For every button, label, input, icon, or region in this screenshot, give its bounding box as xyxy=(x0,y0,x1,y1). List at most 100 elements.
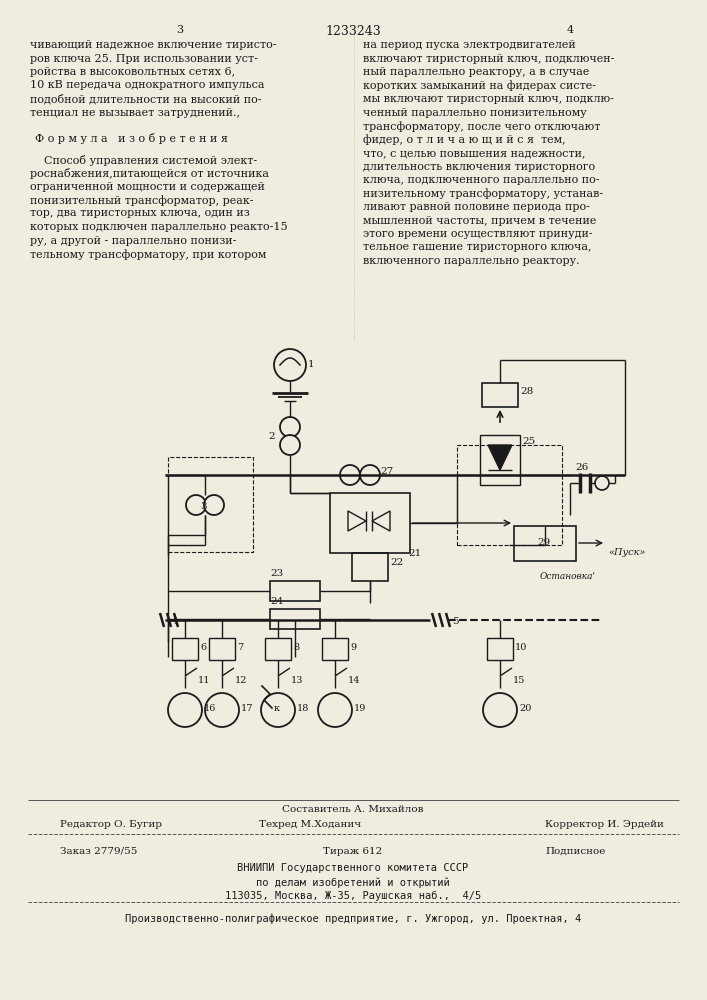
Bar xyxy=(168,457,253,552)
Text: Подписное: Подписное xyxy=(545,847,605,856)
Text: роснабжения,питающейся от источника: роснабжения,питающейся от источника xyxy=(30,168,269,179)
Circle shape xyxy=(204,495,224,515)
Bar xyxy=(482,383,518,407)
Text: Заказ 2779/55: Заказ 2779/55 xyxy=(60,847,137,856)
Circle shape xyxy=(168,693,202,727)
Text: 7: 7 xyxy=(237,643,243,652)
Text: 18: 18 xyxy=(297,704,310,713)
Text: 4: 4 xyxy=(566,25,573,35)
Circle shape xyxy=(360,465,380,485)
Text: ру, а другой - параллельно понизи-: ру, а другой - параллельно понизи- xyxy=(30,235,236,245)
Text: 17: 17 xyxy=(241,704,254,713)
Bar xyxy=(265,638,291,660)
Text: коротких замыканий на фидерах систе-: коротких замыканий на фидерах систе- xyxy=(363,81,596,91)
Text: длительность включения тиристорного: длительность включения тиристорного xyxy=(363,161,595,172)
Text: подобной длительности на высокий по-: подобной длительности на высокий по- xyxy=(30,94,262,105)
Text: 4: 4 xyxy=(172,617,179,626)
Text: на период пуска электродвигателей: на период пуска электродвигателей xyxy=(363,40,575,50)
Bar xyxy=(457,445,562,545)
Text: 23: 23 xyxy=(270,569,284,578)
Text: 8: 8 xyxy=(293,643,299,652)
Bar xyxy=(480,435,520,485)
Polygon shape xyxy=(488,445,512,470)
Text: Ф о р м у л а   и з о б р е т е н и я: Ф о р м у л а и з о б р е т е н и я xyxy=(35,133,228,144)
Text: 10: 10 xyxy=(515,643,527,652)
Text: 12: 12 xyxy=(235,676,247,685)
Text: мы включают тиристорный ключ, подклю-: мы включают тиристорный ключ, подклю- xyxy=(363,94,614,104)
Text: 13: 13 xyxy=(291,676,303,685)
Text: этого времени осуществляют принуди-: этого времени осуществляют принуди- xyxy=(363,229,592,239)
Text: Производственно-полиграфическое предприятие, г. Ужгород, ул. Проектная, 4: Производственно-полиграфическое предприя… xyxy=(125,914,581,924)
Text: ключа, подключенного параллельно по-: ключа, подключенного параллельно по- xyxy=(363,175,600,185)
Text: включенного параллельно реактору.: включенного параллельно реактору. xyxy=(363,256,580,266)
Text: Корректор И. Эрдейи: Корректор И. Эрдейи xyxy=(545,820,664,829)
Text: 29: 29 xyxy=(537,538,550,547)
Text: 113035, Москва, Ж-35, Раушская наб.,  4/5: 113035, Москва, Ж-35, Раушская наб., 4/5 xyxy=(225,891,481,901)
Circle shape xyxy=(318,693,352,727)
Text: ченный параллельно понизительному: ченный параллельно понизительному xyxy=(363,107,587,117)
Text: к: к xyxy=(274,704,280,713)
Text: 27: 27 xyxy=(380,467,393,476)
Text: 11: 11 xyxy=(198,676,211,685)
Bar xyxy=(322,638,348,660)
Text: 26: 26 xyxy=(575,463,588,472)
Text: 14: 14 xyxy=(348,676,361,685)
Circle shape xyxy=(274,349,306,381)
Text: что, с целью повышения надежности,: что, с целью повышения надежности, xyxy=(363,148,585,158)
Text: 9: 9 xyxy=(350,643,356,652)
Circle shape xyxy=(280,417,300,437)
Bar xyxy=(270,609,320,629)
Text: тельному трансформатору, при котором: тельному трансформатору, при котором xyxy=(30,249,267,260)
Circle shape xyxy=(483,693,517,727)
Text: тельное гашение тиристорного ключа,: тельное гашение тиристорного ключа, xyxy=(363,242,592,252)
Text: тенциал не вызывает затруднений.,: тенциал не вызывает затруднений., xyxy=(30,107,240,117)
Text: включают тиристорный ключ, подключен-: включают тиристорный ключ, подключен- xyxy=(363,53,614,64)
Text: 1233243: 1233243 xyxy=(325,25,381,38)
Text: низительному трансформатору, устанав-: низительному трансформатору, устанав- xyxy=(363,188,603,199)
Text: 22: 22 xyxy=(390,558,403,567)
Bar xyxy=(172,638,198,660)
Text: ливают равной половине периода про-: ливают равной половине периода про- xyxy=(363,202,590,212)
Bar xyxy=(270,581,320,601)
Text: мышленной частоты, причем в течение: мышленной частоты, причем в течение xyxy=(363,216,597,226)
Text: ройства в высоковольтных сетях 6,: ройства в высоковольтных сетях 6, xyxy=(30,67,235,77)
Text: ный параллельно реактору, а в случае: ный параллельно реактору, а в случае xyxy=(363,67,590,77)
Text: «Пуск»: «Пуск» xyxy=(608,548,645,557)
Text: чивающий надежное включение тиристо-: чивающий надежное включение тиристо- xyxy=(30,40,276,50)
Text: 19: 19 xyxy=(354,704,366,713)
Text: фидер, о т л и ч а ю щ и й с я  тем,: фидер, о т л и ч а ю щ и й с я тем, xyxy=(363,134,566,145)
Text: по делам изобретений и открытий: по делам изобретений и открытий xyxy=(256,877,450,888)
Circle shape xyxy=(261,693,295,727)
Text: тор, два тиристорных ключа, один из: тор, два тиристорных ключа, один из xyxy=(30,209,250,219)
Text: Способ управления системой элект-: Способ управления системой элект- xyxy=(30,154,257,165)
Text: понизительный трансформатор, реак-: понизительный трансформатор, реак- xyxy=(30,195,254,206)
Text: 1: 1 xyxy=(308,360,315,369)
Text: 3: 3 xyxy=(177,25,184,35)
Circle shape xyxy=(340,465,360,485)
Circle shape xyxy=(280,435,300,455)
Text: ВНИИПИ Государственного комитета СССР: ВНИИПИ Государственного комитета СССР xyxy=(238,863,469,873)
Text: 2: 2 xyxy=(268,432,274,441)
Text: 20: 20 xyxy=(519,704,532,713)
Text: ограниченной мощности и содержащей: ограниченной мощности и содержащей xyxy=(30,182,265,192)
Text: 21: 21 xyxy=(408,549,421,558)
Text: 16: 16 xyxy=(204,704,216,713)
Text: 5: 5 xyxy=(452,617,459,626)
Text: 10 кВ передача однократного импульса: 10 кВ передача однократного импульса xyxy=(30,81,264,91)
Text: 25: 25 xyxy=(522,437,535,446)
Text: 15: 15 xyxy=(513,676,525,685)
Bar xyxy=(330,493,410,553)
Text: Составитель А. Михайлов: Составитель А. Михайлов xyxy=(282,805,423,814)
Bar xyxy=(514,526,576,561)
Text: 3: 3 xyxy=(200,502,206,511)
Text: которых подключен параллельно реакто-15: которых подключен параллельно реакто-15 xyxy=(30,222,288,232)
Text: Остановка': Остановка' xyxy=(540,572,596,581)
Circle shape xyxy=(205,693,239,727)
Circle shape xyxy=(595,476,609,490)
Text: 24: 24 xyxy=(270,597,284,606)
Text: трансформатору, после чего отключают: трансформатору, после чего отключают xyxy=(363,121,600,132)
Text: Техред М.Ходанич: Техред М.Ходанич xyxy=(259,820,361,829)
Bar xyxy=(487,638,513,660)
Text: Тираж 612: Тираж 612 xyxy=(323,847,382,856)
Text: ров ключа 25. При использовании уст-: ров ключа 25. При использовании уст- xyxy=(30,53,258,64)
